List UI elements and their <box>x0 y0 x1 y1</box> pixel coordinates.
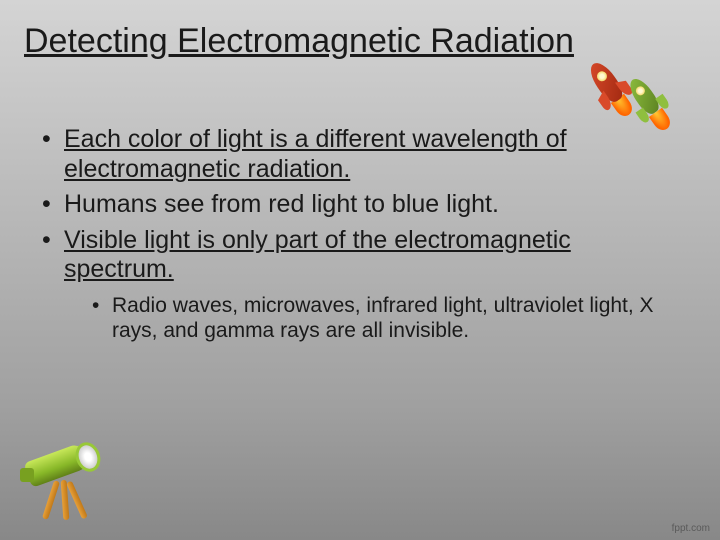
slide-title: Detecting Electromagnetic Radiation <box>24 22 574 61</box>
slide-body: Each color of light is a different wavel… <box>42 125 672 343</box>
telescope-decoration <box>20 442 110 522</box>
bullet-item: Visible light is only part of the electr… <box>42 226 672 285</box>
bullet-text: Each color of light is a different wavel… <box>64 125 567 183</box>
slide: Detecting Electromagnetic Radiation Each… <box>0 0 720 540</box>
tripod-leg-icon <box>66 481 88 520</box>
tripod-leg-icon <box>42 480 60 520</box>
bullet-text: Humans see from red light to blue light. <box>64 190 499 218</box>
footer-brand: fppt.com <box>672 523 710 534</box>
bullet-text: Visible light is only part of the electr… <box>64 226 571 284</box>
sub-bullet-item: Radio waves, microwaves, infrared light,… <box>92 293 672 343</box>
bullet-item: Humans see from red light to blue light. <box>42 190 672 220</box>
red-rocket-icon <box>585 58 627 106</box>
bullet-item: Each color of light is a different wavel… <box>42 125 672 184</box>
telescope-eyepiece-icon <box>20 468 34 482</box>
sub-bullet-text: Radio waves, microwaves, infrared light,… <box>112 294 654 342</box>
